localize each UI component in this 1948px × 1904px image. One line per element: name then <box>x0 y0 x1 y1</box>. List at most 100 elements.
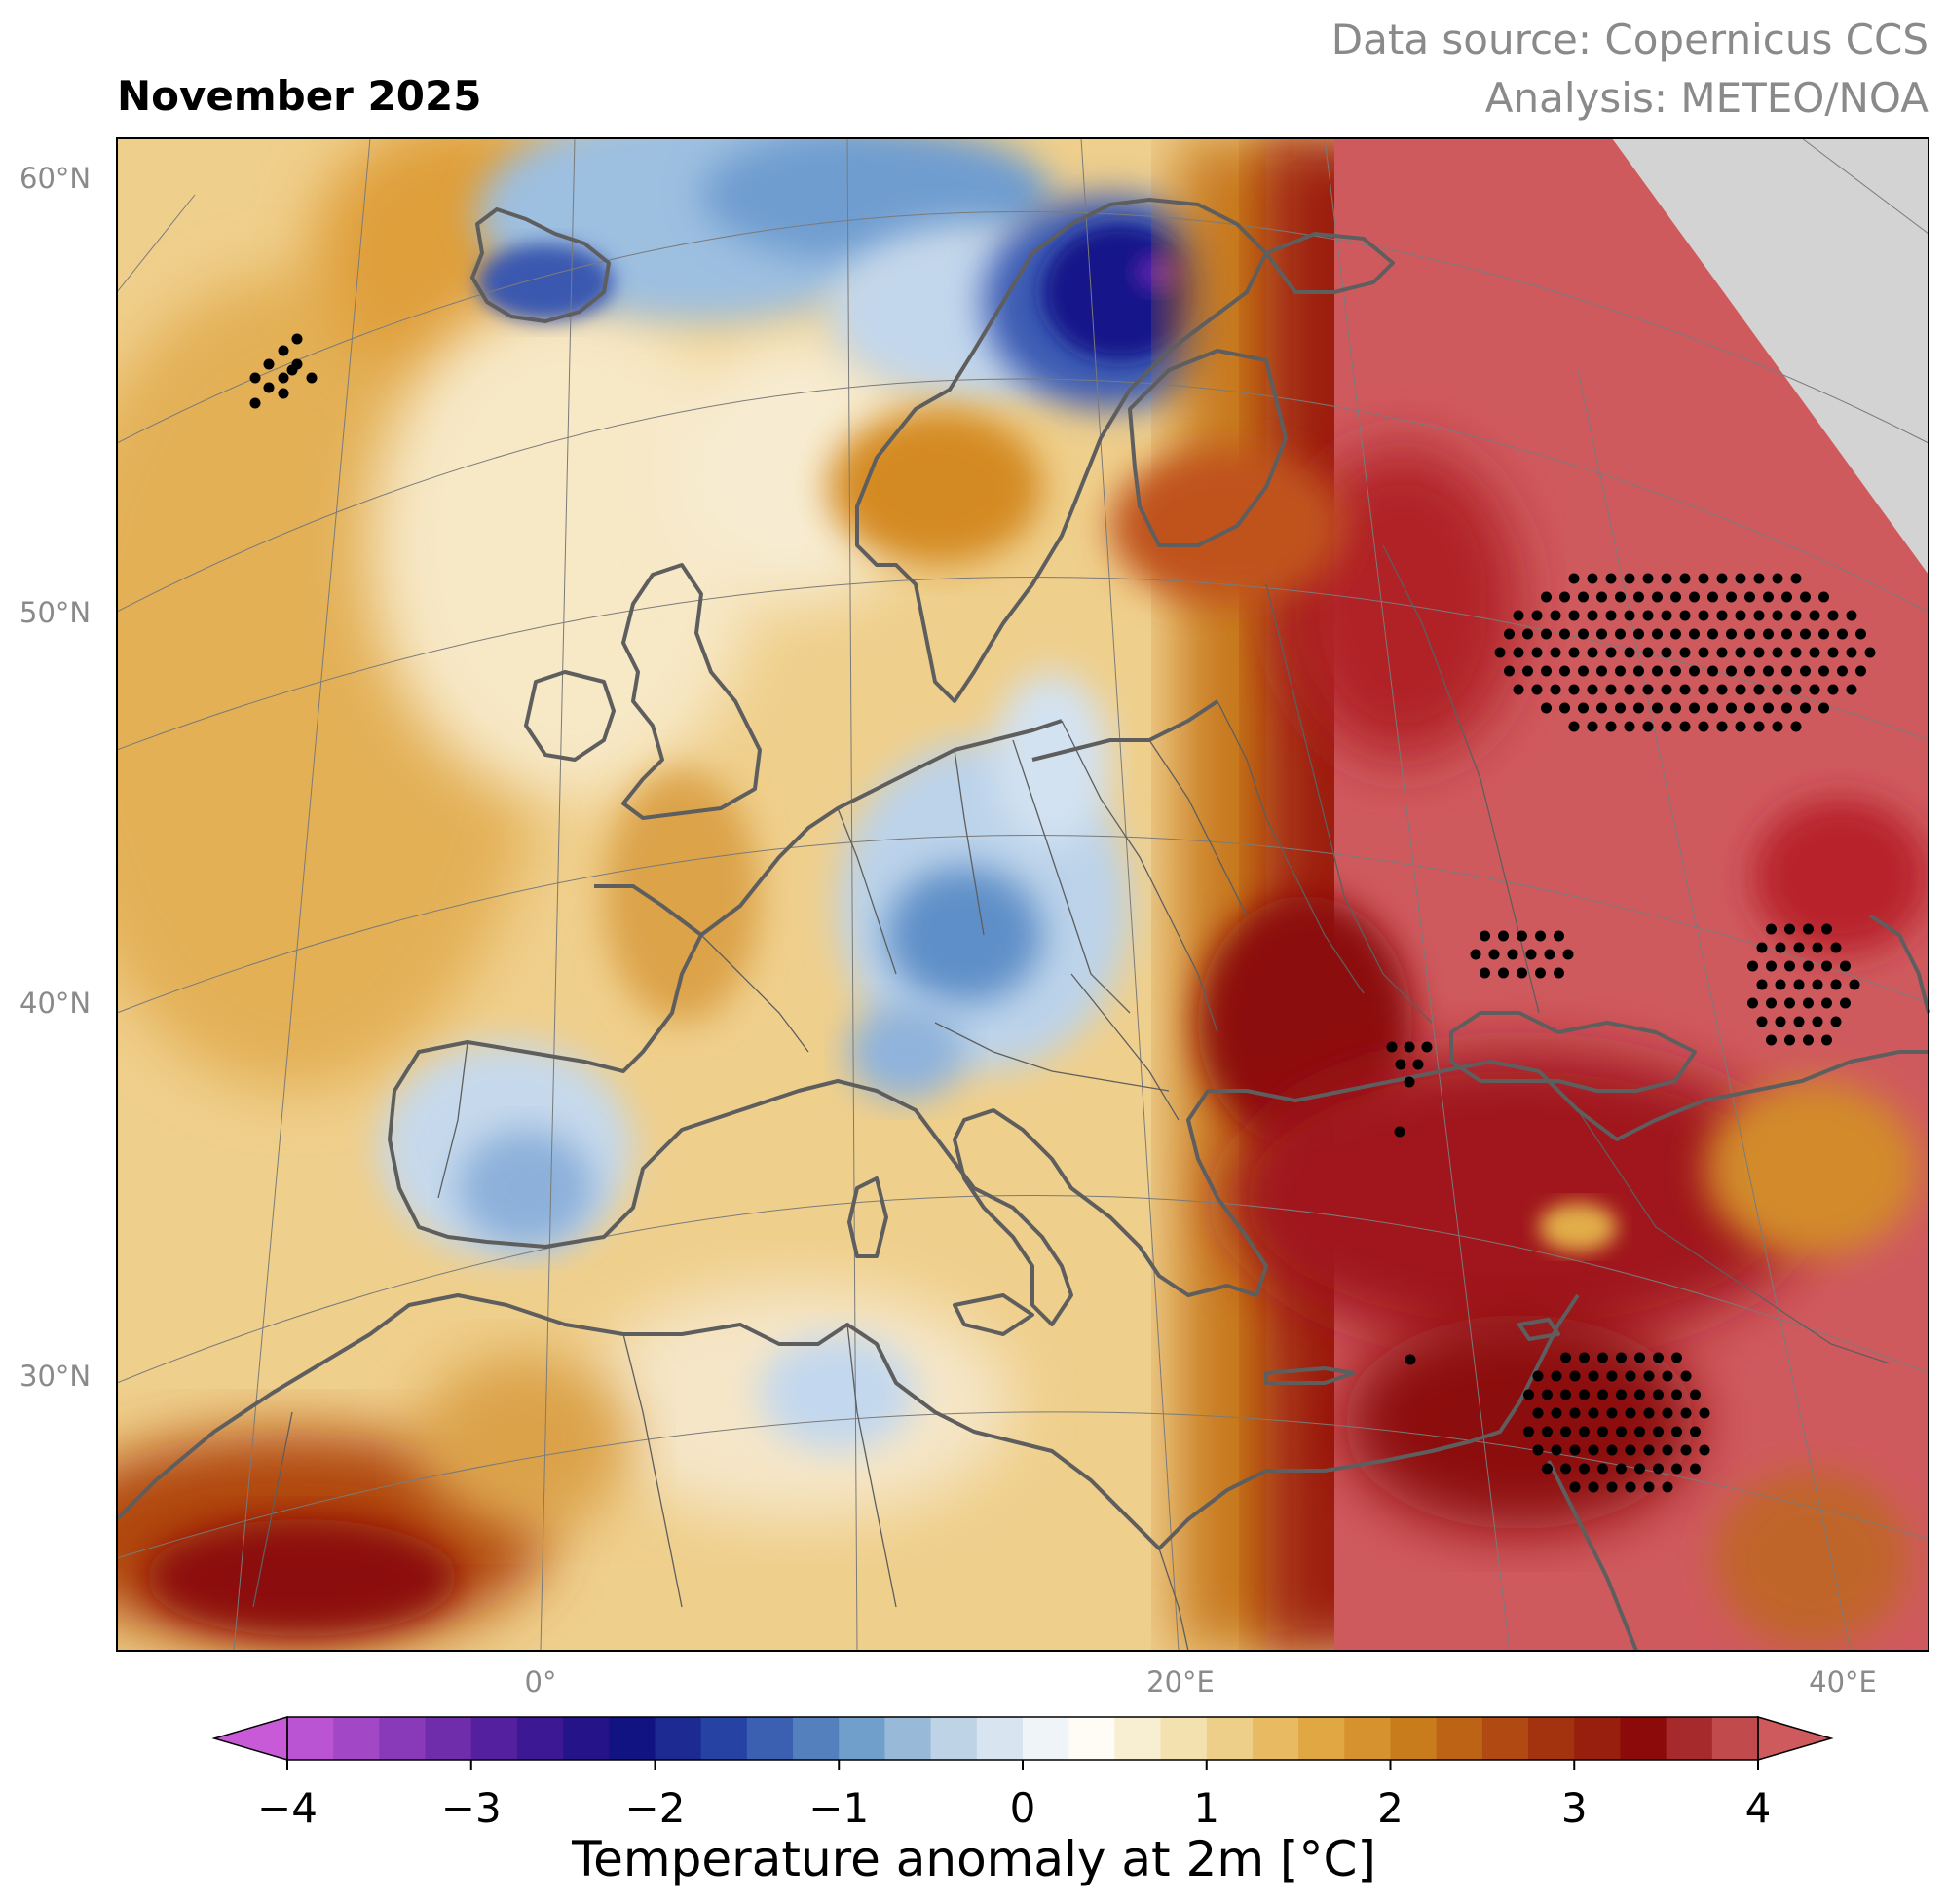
stipple-dot <box>1587 684 1598 695</box>
stipple-dot <box>1744 665 1755 677</box>
stipple-dot <box>1507 949 1518 960</box>
stipple-dot <box>1766 1034 1777 1046</box>
stipple-dot <box>1670 665 1681 677</box>
stipple-dot <box>1624 573 1635 584</box>
sardinia-coast <box>847 1176 888 1258</box>
great-britain-coast <box>621 563 762 820</box>
stipple-dot <box>1517 930 1527 942</box>
colorbar-segment <box>1252 1717 1299 1760</box>
stipple-dot <box>1812 979 1823 990</box>
stipple-dot <box>1775 1016 1786 1027</box>
meridian-0 <box>540 137 576 1652</box>
stipple-dot <box>1707 591 1718 603</box>
stipple-dot <box>1517 967 1527 979</box>
stipple-dot <box>1404 1041 1415 1053</box>
stipple-dot <box>1753 610 1765 621</box>
stipple-dot <box>1671 1389 1682 1400</box>
colorbar-segment <box>287 1717 334 1760</box>
lat-label-50n: 50°N <box>19 596 92 629</box>
map-frame <box>116 137 1929 1652</box>
stipple-dot <box>1772 610 1783 621</box>
stipple-dot <box>1653 1463 1664 1475</box>
stipple-dot <box>1679 573 1691 584</box>
meridian-30e <box>1324 137 1511 1652</box>
stipple-dot <box>1689 591 1700 603</box>
stipple-dot <box>1763 665 1774 677</box>
stipple-dot <box>1652 591 1663 603</box>
stipple-dot <box>1855 665 1866 677</box>
stipple-dot <box>1662 1481 1673 1493</box>
stipple-dot <box>1550 684 1561 695</box>
stipple-dot <box>1554 930 1564 942</box>
stipple-dot <box>1634 1463 1645 1475</box>
stipple-dot <box>1772 647 1783 658</box>
colorbar-tick-label: −3 <box>440 1784 502 1832</box>
stipple-dot <box>1588 1407 1599 1419</box>
stipple-dot <box>1642 721 1654 732</box>
stipple-dot <box>1488 949 1500 960</box>
stipple-dot <box>1550 647 1561 658</box>
stipple-dot <box>1661 647 1672 658</box>
stipple-dot <box>1578 665 1589 677</box>
stipple-dot <box>1837 665 1848 677</box>
stipple-dot <box>1830 979 1842 990</box>
stipple-dot <box>1679 684 1691 695</box>
stipple-dot <box>1716 721 1728 732</box>
stipple-dot <box>1560 1426 1571 1437</box>
stipple-dot <box>1671 1463 1682 1475</box>
stipple-dot <box>1616 1389 1627 1400</box>
stipple-dot <box>1625 1444 1636 1456</box>
baltic-south-coast <box>1031 699 1219 762</box>
stipple-dot <box>1653 1352 1664 1363</box>
stipple-dot <box>1661 610 1672 621</box>
stipple-dot <box>1827 647 1839 658</box>
stipple-dot <box>1554 967 1564 979</box>
colorbar-segment <box>1436 1717 1483 1760</box>
stipple-dot <box>1690 1426 1701 1437</box>
stipple-dot <box>1803 997 1814 1009</box>
red-sea-coast <box>1547 1460 1638 1652</box>
stipple-dot <box>1643 1481 1655 1493</box>
stipple-dot <box>1480 967 1490 979</box>
stipple-dot <box>278 372 289 384</box>
stipple-dot <box>278 388 289 399</box>
stipple-dot <box>1494 647 1506 658</box>
stipple-dot <box>1578 702 1589 714</box>
black-sea-coast <box>1449 1011 1697 1093</box>
stipple-dot <box>1559 665 1570 677</box>
stipple-dot <box>1642 684 1654 695</box>
stipple-dot <box>1716 610 1728 621</box>
stipple-dot <box>1781 702 1792 714</box>
colorbar-segment <box>1528 1717 1575 1760</box>
stipple-dot <box>1726 702 1737 714</box>
colorbar-segment <box>1068 1717 1115 1760</box>
stipple-dot <box>1790 573 1802 584</box>
stipple-dot <box>1800 702 1811 714</box>
stipple-dot <box>1772 573 1783 584</box>
stipple-dot <box>1830 1016 1842 1027</box>
parallel-40n <box>116 834 1929 1014</box>
colorbar-segment <box>609 1717 656 1760</box>
stipple-dot <box>1837 628 1848 640</box>
lat-label-30n: 30°N <box>19 1360 92 1393</box>
colorbar-tick-label: −2 <box>624 1784 686 1832</box>
colorbar-tick-label: 4 <box>1744 1784 1772 1832</box>
stipple-dot <box>1642 573 1654 584</box>
stipple-dot <box>1642 647 1654 658</box>
stipple-dot <box>1624 721 1635 732</box>
coastlines <box>115 198 1930 1652</box>
stipple-dot <box>1784 1034 1795 1046</box>
iceland-coast <box>470 207 611 323</box>
stipple-dot <box>1560 1352 1571 1363</box>
stipple-dot <box>1606 1370 1618 1382</box>
stipple-dot <box>1753 647 1765 658</box>
stipple-dot <box>1596 702 1607 714</box>
stipple-dot <box>1605 573 1617 584</box>
stipple-dot <box>1569 1444 1581 1456</box>
stipple-dot <box>1670 702 1681 714</box>
colorbar-tick-label: −1 <box>808 1784 870 1832</box>
caspian-coast <box>1868 914 1930 1014</box>
stipple-dot <box>1855 628 1866 640</box>
stipple-dot <box>1560 1463 1571 1475</box>
